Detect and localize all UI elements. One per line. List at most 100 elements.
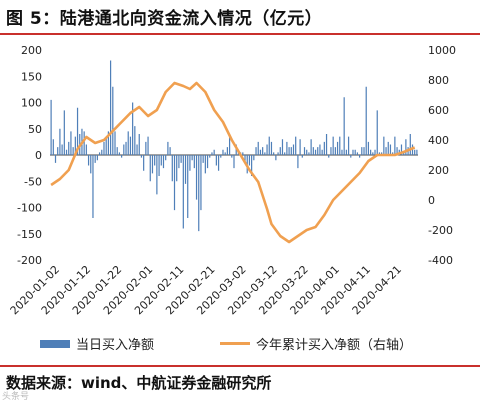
left-y-tick-label: 50 bbox=[28, 123, 42, 136]
bar bbox=[129, 136, 132, 156]
bar bbox=[83, 131, 85, 156]
right-y-tick-label: 200 bbox=[428, 164, 449, 177]
bar bbox=[262, 147, 264, 156]
bar bbox=[347, 136, 350, 156]
bar bbox=[63, 110, 65, 156]
bar bbox=[57, 147, 59, 156]
bar bbox=[114, 131, 116, 156]
bar bbox=[330, 147, 332, 156]
legend-item-bars: 当日买入净额 bbox=[40, 334, 154, 353]
bar bbox=[52, 139, 54, 155]
left-y-tick-label: -50 bbox=[24, 175, 42, 188]
bar bbox=[303, 147, 306, 156]
header-divider bbox=[0, 33, 480, 35]
bar bbox=[264, 152, 266, 155]
bar bbox=[112, 86, 114, 155]
bar bbox=[317, 147, 319, 156]
bar bbox=[103, 141, 105, 156]
bar bbox=[59, 128, 61, 155]
bar bbox=[184, 155, 187, 184]
left-y-tick-label: -100 bbox=[17, 202, 42, 215]
bar bbox=[116, 147, 118, 156]
bar bbox=[372, 152, 374, 155]
bar bbox=[400, 144, 403, 155]
bar bbox=[127, 131, 129, 156]
bar bbox=[356, 152, 359, 155]
bar bbox=[74, 136, 76, 156]
bar bbox=[306, 149, 308, 155]
bar bbox=[310, 139, 312, 155]
bar bbox=[242, 152, 244, 155]
bar bbox=[87, 155, 90, 166]
bar bbox=[182, 155, 184, 229]
bar bbox=[332, 136, 334, 156]
bar bbox=[145, 141, 147, 156]
bar bbox=[209, 155, 211, 158]
bar bbox=[328, 155, 330, 158]
bar bbox=[270, 141, 273, 156]
bar bbox=[341, 149, 343, 155]
bar bbox=[394, 136, 396, 156]
bar bbox=[98, 152, 101, 155]
bar bbox=[156, 155, 158, 195]
bar bbox=[290, 147, 292, 156]
bar bbox=[206, 155, 209, 169]
bar bbox=[173, 155, 176, 211]
bar bbox=[125, 141, 127, 156]
bar bbox=[374, 149, 376, 155]
bar bbox=[165, 155, 167, 161]
left-y-tick-label: 150 bbox=[21, 70, 42, 83]
bar bbox=[414, 149, 416, 155]
bar bbox=[385, 147, 387, 156]
bar bbox=[389, 144, 392, 155]
bar bbox=[387, 141, 389, 156]
bar bbox=[121, 155, 123, 158]
legend: 当日买入净额 今年累计买入净额（右轴） bbox=[0, 334, 480, 356]
bar bbox=[228, 136, 231, 156]
source-note: 数据来源：wind、中航证券金融研究所 bbox=[6, 374, 272, 392]
bar bbox=[286, 141, 288, 156]
bar bbox=[171, 155, 173, 182]
bar bbox=[350, 155, 352, 158]
right-y-tick-label: 800 bbox=[428, 74, 449, 87]
bar bbox=[297, 155, 299, 169]
right-y-tick-label: -200 bbox=[428, 224, 453, 237]
bar bbox=[149, 155, 151, 182]
bar bbox=[180, 155, 182, 163]
bar bbox=[76, 107, 79, 155]
bar bbox=[224, 152, 226, 155]
left-y-axis: -200 -150 -100 -50 0 50 100 150 200 bbox=[17, 44, 42, 267]
bar bbox=[189, 155, 191, 171]
bar bbox=[251, 155, 253, 176]
bar bbox=[253, 155, 255, 161]
bar bbox=[281, 139, 284, 155]
bar bbox=[85, 144, 87, 155]
bar bbox=[361, 147, 363, 156]
bar bbox=[151, 155, 154, 174]
bar bbox=[72, 147, 74, 156]
left-y-tick-label: -200 bbox=[17, 254, 42, 267]
bar bbox=[143, 155, 145, 171]
bar bbox=[90, 155, 92, 174]
bar bbox=[383, 136, 385, 156]
x-axis-ticks: 2020-01-022020-01-122020-01-222020-02-01… bbox=[8, 263, 404, 317]
bar bbox=[176, 155, 178, 182]
bar bbox=[158, 155, 160, 176]
right-y-axis: -400 -200 0 200 400 600 800 1000 bbox=[428, 44, 456, 267]
bar bbox=[195, 155, 198, 200]
bar bbox=[198, 155, 200, 232]
bar bbox=[109, 60, 112, 155]
bar bbox=[226, 147, 228, 156]
bar bbox=[381, 152, 383, 155]
bar bbox=[123, 144, 125, 155]
bar bbox=[160, 155, 162, 166]
bar bbox=[187, 155, 189, 218]
bar bbox=[154, 155, 156, 166]
bar bbox=[266, 144, 268, 155]
bar bbox=[54, 155, 57, 163]
bar bbox=[244, 155, 246, 163]
bar bbox=[339, 136, 341, 156]
bar bbox=[392, 152, 394, 155]
bar bbox=[277, 152, 279, 155]
bar bbox=[136, 144, 138, 155]
